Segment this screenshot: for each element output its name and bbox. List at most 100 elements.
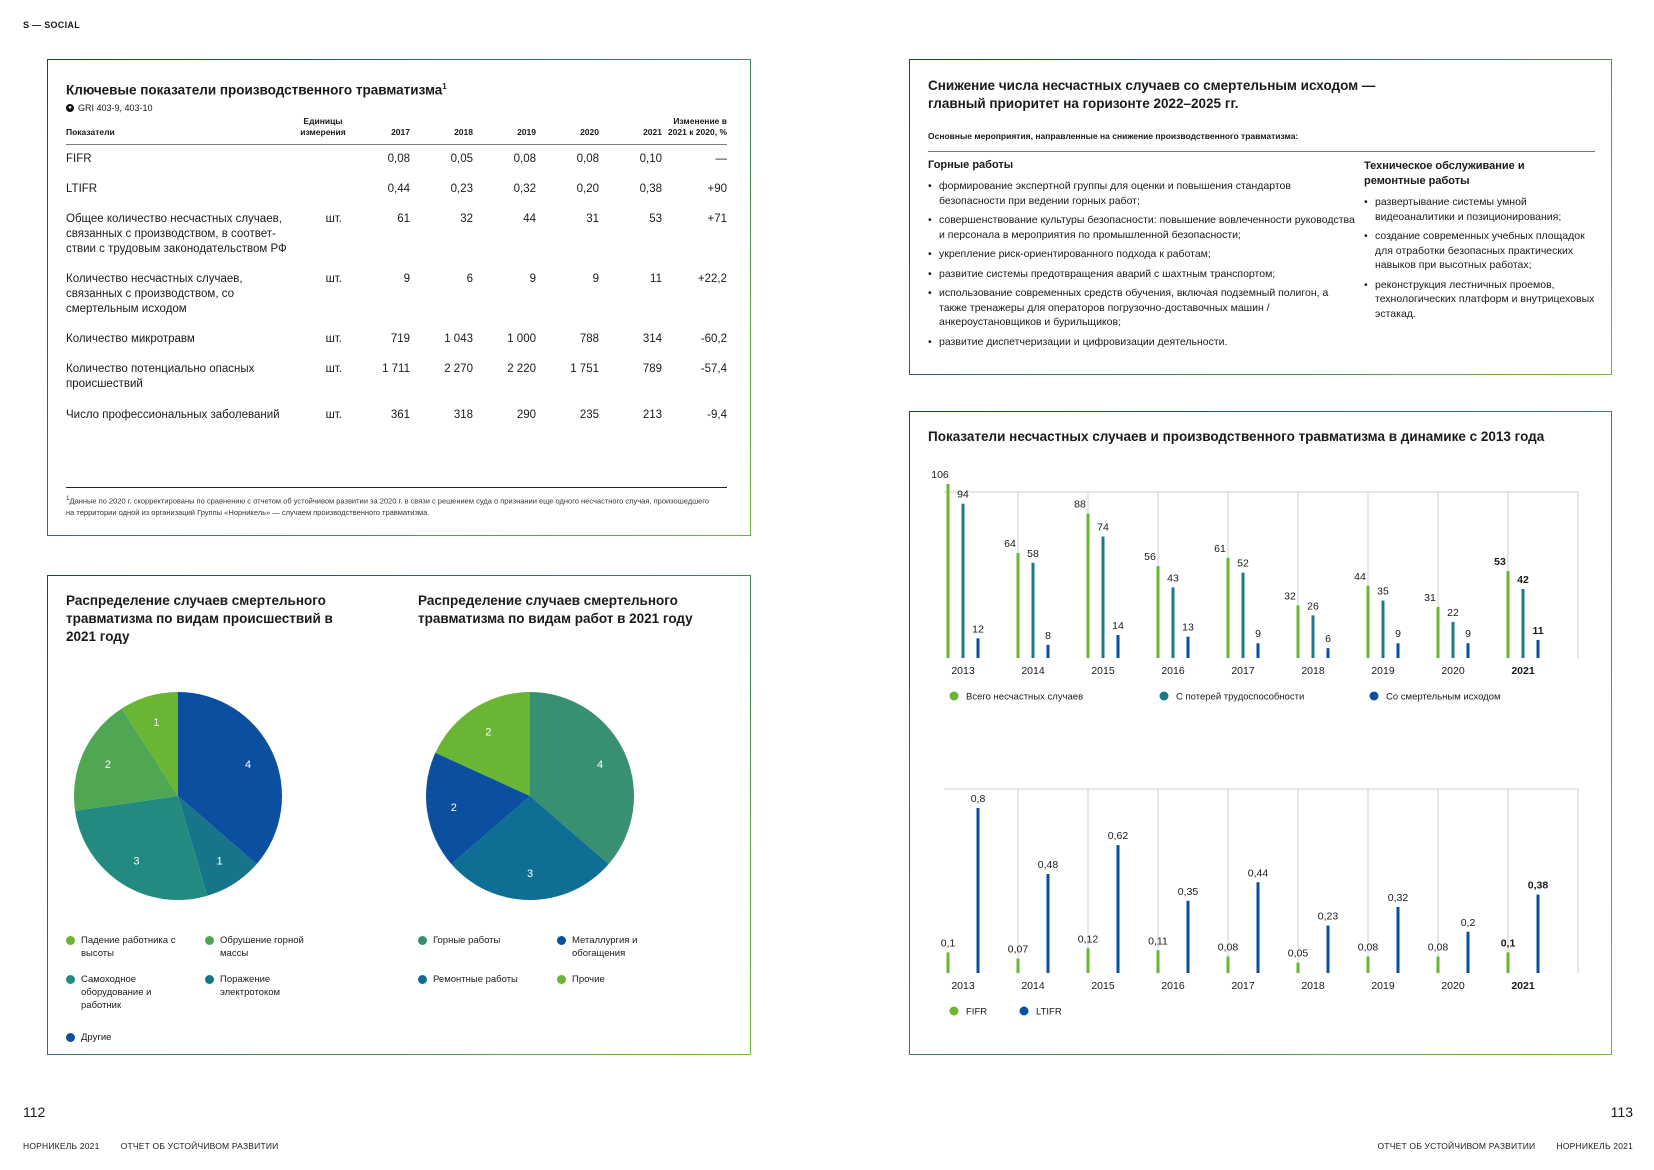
bar-с-потерей-трудоспособности-2013 — [961, 503, 965, 658]
bar-fifr-2016 — [1156, 950, 1160, 973]
bar-ltifr-2018 — [1326, 925, 1330, 973]
bar-всего-несчастных-случаев-2021 — [1506, 571, 1510, 658]
category-label: 2020 — [1441, 665, 1465, 677]
footer-report-right: ОТЧЕТ ОБ УСТОЙЧИВОМ РАЗВИТИИ — [1377, 1141, 1536, 1151]
bar-value-label: 0,35 — [1178, 886, 1199, 898]
kpi-cell-v2021: 0,10 — [639, 153, 662, 165]
kpi-cell-v2019: 1 000 — [507, 332, 536, 345]
bar-fifr-2013 — [946, 952, 950, 973]
kpi-row-name: FIFR — [66, 153, 92, 165]
bar-value-label: 106 — [931, 469, 949, 481]
header-2020: 2020 — [536, 116, 599, 145]
incidents-bar-chart: 106 94 12 2013 64 58 8 2014 88 74 14 2015 56 43 13 2016… — [931, 469, 1579, 703]
legend-dot — [949, 691, 959, 701]
category-label: 2018 — [1301, 980, 1325, 992]
pie2-slice-0 — [530, 692, 634, 865]
legend-dot — [66, 1033, 75, 1042]
list-item: использование современных средств обучен… — [928, 286, 1356, 330]
kpi-cell-v2021: 789 — [642, 362, 662, 375]
legend-dot — [205, 975, 214, 984]
header-2019: 2019 — [473, 116, 536, 145]
category-label: 2019 — [1371, 980, 1395, 992]
pie1-title: Распределение случаев смертельного травм… — [66, 593, 333, 644]
bar-ltifr-2013 — [976, 808, 980, 973]
bar-value-label: 0,32 — [1388, 892, 1409, 904]
bar-value-label: 88 — [1074, 499, 1086, 511]
category-label: 2018 — [1301, 665, 1325, 677]
kpi-row: FIFR 0,08 0,05 0,08 0,08 0,10 — — [66, 145, 727, 175]
legend-dot — [557, 936, 566, 945]
footer-report-left: ОТЧЕТ ОБ УСТОЙЧИВОМ РАЗВИТИИ — [120, 1141, 279, 1151]
kpi-row-unit: шт. — [325, 408, 342, 421]
pie2-legend-item-1: Металлургия и обогащения — [557, 934, 667, 960]
category-label: 2015 — [1091, 980, 1115, 992]
priority-col1-title: Горные работы — [928, 159, 1014, 171]
pie2-legend-item-0: Горные работы — [418, 934, 538, 947]
pie1-legend-item-1: Обрушение горной массы — [205, 934, 315, 960]
kpi-cell-v2018: 2 270 — [444, 362, 473, 375]
kpi-cell-v2020: 0,20 — [576, 182, 599, 195]
bar-со-смертельным-исходом-2017 — [1256, 643, 1260, 658]
pie1-slice-label-3: 2 — [105, 759, 111, 771]
header-change: Изменение в 2021 к 2020, % — [662, 116, 727, 145]
legend-dot — [1019, 1006, 1029, 1016]
legend-label: Металлургия и обогащения — [572, 935, 638, 959]
kpi-cell-v2017: 0,08 — [387, 153, 410, 165]
kpi-cell-v2019: 2 220 — [507, 362, 536, 375]
legend-label: Другие — [81, 1032, 112, 1043]
bar-всего-несчастных-случаев-2016 — [1156, 566, 1160, 658]
bar-value-label: 0,1 — [1501, 937, 1516, 949]
kpi-cell-v2021: 0,38 — [639, 182, 662, 195]
kpi-row-name: Общее количество несчастных случаев, свя… — [66, 212, 287, 255]
bar-value-label: 0,12 — [1078, 933, 1099, 945]
bar-value-label: 13 — [1182, 622, 1194, 634]
legend-label: Поражение электротоком — [220, 974, 281, 998]
list-item: формирование экспертной группы для оценк… — [928, 179, 1356, 208]
kpi-cell-change: +90 — [707, 182, 727, 195]
kpi-row-name: Число профессиональных заболеваний — [66, 408, 280, 421]
legend-label: Со смертельным исходом — [1386, 692, 1501, 703]
kpi-cell-v2018: 318 — [453, 408, 473, 421]
kpi-row-name: Количество несчастных случаев, связанных… — [66, 272, 243, 315]
pie1-slice-label-0: 4 — [245, 759, 251, 771]
bar-value-label: 61 — [1214, 543, 1226, 555]
legend-dot — [66, 936, 75, 945]
bar-value-label: 0,08 — [1218, 942, 1239, 954]
pie1-chart: 4 1 3 2 1 — [74, 692, 282, 900]
pie2-slice-label-3: 2 — [485, 726, 491, 738]
bar-со-смертельным-исходом-2014 — [1046, 644, 1050, 658]
bar-всего-несчастных-случаев-2015 — [1086, 513, 1090, 658]
list-item: развитие диспетчеризации и цифровизации … — [928, 335, 1356, 350]
kpi-cell-v2018: 32 — [460, 212, 473, 225]
pie2-slice-3 — [435, 692, 530, 796]
dynamics-title: Показатели несчастных случаев и производ… — [928, 428, 1608, 446]
kpi-cell-v2017: 0,44 — [387, 182, 410, 195]
list-item: создание современных учебных площадок дл… — [1364, 229, 1596, 273]
gri-icon: ● — [66, 104, 74, 112]
kpi-row: Количество несчастных случаев, связанных… — [66, 265, 727, 325]
priority-subtitle: Основные мероприятия, направленные на сн… — [928, 131, 1299, 141]
legend-dot — [1159, 691, 1169, 701]
bar-с-потерей-трудоспособности-2016 — [1171, 587, 1175, 658]
kpi-row-unit: шт. — [325, 362, 342, 375]
kpi-cell-v2019: 0,08 — [513, 153, 536, 165]
kpi-panel: Ключевые показатели производственного тр… — [47, 59, 751, 536]
pie1-slice-4 — [121, 692, 178, 796]
bar-value-label: 11 — [1532, 625, 1543, 637]
category-label: 2017 — [1231, 980, 1255, 992]
kpi-table-wrap: Показатели Единицы измерения 2017 2018 2… — [66, 116, 727, 431]
list-item: совершенствование культуры безопасности:… — [928, 213, 1356, 242]
kpi-row: Количество потенциально опасных происшес… — [66, 355, 727, 401]
bar-value-label: 43 — [1167, 572, 1179, 584]
legend-label: Обрушение горной массы — [220, 935, 304, 959]
rates-bar-chart: 0,1 0,8 2013 0,07 0,48 2014 0,12 0,62 2015 0,11 0,… — [941, 788, 1579, 1018]
list-item: укрепление риск-ориентированного подхода… — [928, 247, 1356, 262]
dynamics-title-text: Показатели несчастных случаев и производ… — [928, 429, 1545, 444]
list-item: развитие системы предотвращения аварий с… — [928, 267, 1356, 282]
category-label: 2020 — [1441, 980, 1465, 992]
kpi-footnote: 1Данные по 2020 г. скорректированы по ср… — [66, 493, 716, 518]
kpi-cell-change: +22,2 — [697, 272, 727, 285]
bar-value-label: 58 — [1027, 548, 1039, 560]
kpi-cell-v2021: 314 — [642, 332, 662, 345]
kpi-title: Ключевые показатели производственного тр… — [66, 78, 666, 100]
